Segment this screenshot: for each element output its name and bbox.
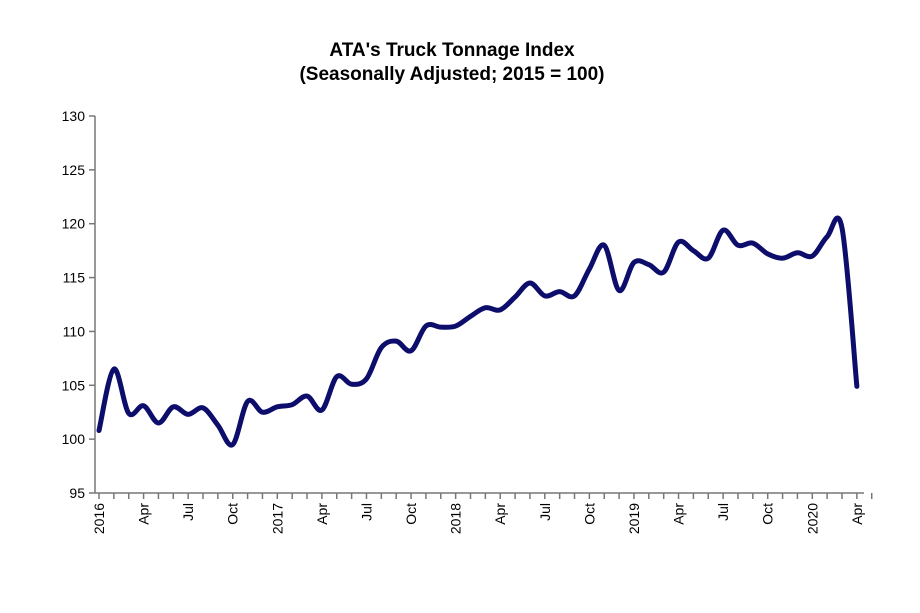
x-tick-label: 2018	[448, 503, 464, 534]
x-tick-label: 2020	[804, 503, 820, 534]
x-tick-label: 2016	[91, 503, 107, 534]
x-tick-label: Jul	[537, 503, 553, 521]
y-tick-label: 125	[62, 162, 86, 178]
y-tick-label: 130	[62, 108, 86, 124]
y-tick-label: 95	[69, 485, 85, 501]
y-tick-label: 105	[62, 377, 86, 393]
x-tick-label: Apr	[314, 503, 330, 525]
chart-title: ATA's Truck Tonnage Index	[329, 40, 575, 61]
series-line-truck-tonnage	[96, 215, 860, 448]
x-tick-label: Oct	[760, 503, 776, 525]
x-tick-label: Oct	[403, 503, 419, 525]
y-tick-label: 120	[62, 216, 86, 232]
chart-subtitle: (Seasonally Adjusted; 2015 = 100)	[299, 64, 604, 85]
x-tick-label: Jul	[358, 503, 374, 521]
x-tick-label: 2017	[269, 503, 285, 534]
y-tick-label: 115	[63, 270, 86, 286]
x-tick-label: Jul	[180, 503, 196, 521]
x-tick-label: Apr	[849, 503, 865, 525]
x-tick-label: 2019	[626, 503, 642, 534]
y-tick-label: 100	[62, 431, 86, 447]
x-tick-label: Apr	[136, 503, 152, 525]
x-tick-label: Oct	[581, 503, 597, 525]
y-tick-label: 110	[63, 323, 86, 339]
x-tick-label: Apr	[492, 503, 508, 525]
x-tick-label: Oct	[225, 503, 241, 525]
x-tick-label: Apr	[671, 503, 687, 525]
x-tick-label: Jul	[715, 503, 731, 521]
